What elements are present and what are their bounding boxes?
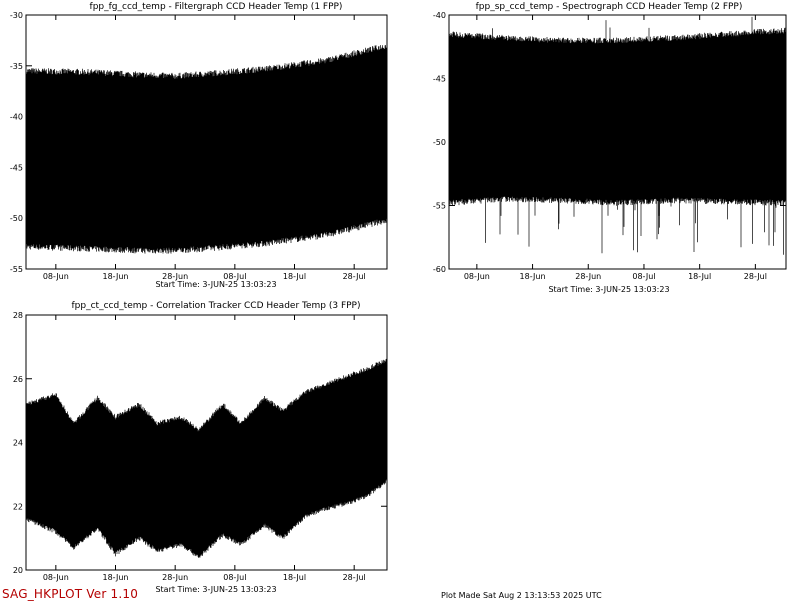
- x-tick-label: 08-Jun: [43, 573, 69, 582]
- panel-filtergraph-temp: fpp_fg_ccd_temp - Filtergraph CCD Header…: [10, 2, 388, 289]
- panel-title: fpp_fg_ccd_temp - Filtergraph CCD Header…: [90, 2, 343, 12]
- x-tick-label: 18-Jul: [283, 272, 306, 281]
- panel-title: fpp_ct_ccd_temp - Correlation Tracker CC…: [72, 301, 361, 311]
- panel-correlation-tracker-temp: fpp_ct_ccd_temp - Correlation Tracker CC…: [13, 301, 388, 594]
- x-tick-label: 18-Jun: [102, 272, 128, 281]
- y-tick-label: -30: [10, 11, 23, 20]
- y-tick-label: -40: [433, 11, 446, 20]
- data-marks: [26, 358, 387, 558]
- x-tick-label: 28-Jun: [162, 573, 188, 582]
- x-tick-label: 08-Jun: [464, 272, 490, 281]
- x-tick-label: 28-Jun: [162, 272, 188, 281]
- plot-frame: [25, 14, 388, 270]
- y-tick-label: 22: [13, 502, 23, 511]
- y-tick-label: 26: [13, 375, 23, 384]
- x-tick-label: 08-Jun: [43, 272, 69, 281]
- y-tick-label: -35: [10, 62, 23, 71]
- temperature-series-line: [26, 358, 387, 558]
- panel-title: fpp_sp_ccd_temp - Spectrograph CCD Heade…: [476, 2, 743, 12]
- y-tick-label: 28: [13, 311, 23, 320]
- y-tick-label: -50: [433, 138, 446, 147]
- temperature-series-line: [449, 16, 786, 255]
- x-tick-label: 18-Jun: [520, 272, 546, 281]
- x-tick-label: 18-Jul: [688, 272, 711, 281]
- x-tick-label: 28-Jul: [744, 272, 767, 281]
- program-version-label: SAG_HKPLOT Ver 1.10: [2, 587, 139, 601]
- x-tick-label: 28-Jul: [343, 573, 366, 582]
- y-tick-label: -50: [10, 214, 23, 223]
- x-tick-label: 08-Jul: [223, 272, 246, 281]
- axes: 08-Jun 18-Jun 28-Jun 08-Jul 18-Jul 28-Jul -55 -…: [10, 11, 387, 281]
- axes: 08-Jun 18-Jun 28-Jun 08-Jul 18-Jul 28-Jul 20 22…: [13, 311, 387, 582]
- x-tick-label: 28-Jul: [343, 272, 366, 281]
- y-tick-label: -55: [10, 265, 23, 274]
- x-tick-label: 08-Jul: [223, 573, 246, 582]
- axes: 08-Jun 18-Jun 28-Jun 08-Jul 18-Jul 28-Jul -60 -…: [433, 11, 786, 281]
- x-tick-label: 28-Jun: [575, 272, 601, 281]
- y-tick-label: -40: [10, 113, 23, 122]
- start-time-label: Start Time: 3-JUN-25 13:03:23: [155, 280, 276, 289]
- data-marks: [449, 16, 786, 255]
- x-tick-label: 08-Jul: [632, 272, 655, 281]
- y-tick-label: -45: [10, 163, 23, 172]
- y-tick-label: 20: [13, 566, 23, 575]
- start-time-label: Start Time: 3-JUN-25 13:03:23: [548, 285, 669, 294]
- start-time-label: Start Time: 3-JUN-25 13:03:23: [155, 585, 276, 594]
- y-tick-label: -55: [433, 202, 446, 211]
- panel-spectrograph-temp: fpp_sp_ccd_temp - Spectrograph CCD Heade…: [433, 2, 787, 294]
- data-marks: [26, 45, 387, 254]
- plot-made-timestamp: Plot Made Sat Aug 2 13:13:53 2025 UTC: [441, 591, 602, 600]
- x-tick-label: 18-Jul: [283, 573, 306, 582]
- temperature-series-line: [26, 45, 387, 254]
- y-tick-label: 24: [13, 439, 23, 448]
- y-tick-label: -45: [433, 75, 446, 84]
- x-tick-label: 18-Jun: [102, 573, 128, 582]
- y-tick-label: -60: [433, 265, 446, 274]
